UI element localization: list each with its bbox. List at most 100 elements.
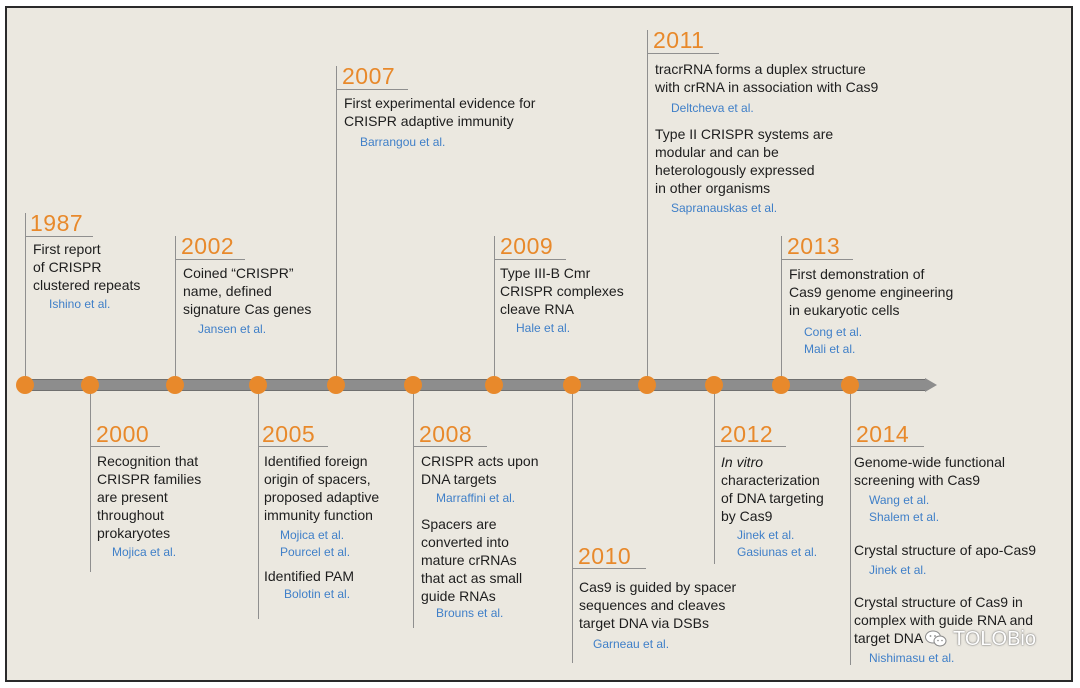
reference-line: Gasiunas et al. bbox=[737, 545, 818, 559]
year-label-2007: 2007 bbox=[342, 63, 396, 89]
event-text-2005-pam: Identified PAM bbox=[264, 568, 355, 584]
text-line: CRISPR adaptive immunity bbox=[344, 113, 514, 129]
reference-2000: Mojica et al. bbox=[112, 545, 177, 559]
year-underline bbox=[850, 446, 924, 447]
event-text-2002: Coined “CRISPR” name, defined signature … bbox=[183, 264, 311, 318]
text-line: guide RNAs bbox=[421, 588, 496, 604]
connector-2005 bbox=[258, 386, 259, 619]
event-text-2012: In vitro characterization of DNA targeti… bbox=[721, 453, 824, 525]
text-line: are present bbox=[97, 489, 168, 505]
watermark: TOLOBio bbox=[925, 628, 1036, 650]
text-line: cleave RNA bbox=[500, 301, 574, 317]
text-line: of DNA targeting bbox=[721, 490, 824, 506]
text-line: mature crRNAs bbox=[421, 552, 517, 568]
year-label-2005: 2005 bbox=[262, 421, 316, 447]
reference-2014-apo: Jinek et al. bbox=[869, 563, 927, 577]
text-line: sequences and cleaves bbox=[579, 597, 726, 613]
event-text-2011: tracrRNA forms a duplex structure with c… bbox=[655, 60, 878, 96]
text-line: In vitro bbox=[721, 454, 764, 470]
chat-bubbles-icon bbox=[925, 630, 947, 647]
text-line: Cas9 is guided by spacer bbox=[579, 579, 737, 595]
event-text-2014: Genome-wide functional screening with Ca… bbox=[854, 453, 1005, 489]
year-label-2009: 2009 bbox=[500, 233, 554, 259]
year-underline bbox=[258, 446, 328, 447]
timeline-dot-2013 bbox=[772, 376, 790, 394]
text-line: target DNA bbox=[854, 630, 924, 646]
timeline-dot-2009 bbox=[485, 376, 503, 394]
reference-line: Mojica et al. bbox=[280, 528, 345, 542]
text-line: immunity function bbox=[264, 507, 373, 523]
event-text-2014-apo: Crystal structure of apo-Cas9 bbox=[854, 542, 1037, 558]
text-line: First demonstration of bbox=[789, 266, 925, 282]
reference-2005-pam: Bolotin et al. bbox=[284, 587, 351, 601]
text-line: Type II CRISPR systems are bbox=[655, 126, 834, 142]
connector-2013 bbox=[781, 236, 782, 384]
connector-2009 bbox=[494, 236, 495, 384]
reference-2010: Garneau et al. bbox=[593, 637, 670, 651]
timeline-axis bbox=[22, 379, 926, 391]
text-line: of CRISPR bbox=[33, 259, 102, 275]
year-label-2013: 2013 bbox=[787, 233, 841, 259]
text-line: Crystal structure of Cas9 in bbox=[854, 594, 1023, 610]
reference-line: Cong et al. bbox=[804, 325, 863, 339]
reference-line: Mali et al. bbox=[804, 342, 856, 356]
text-line: throughout bbox=[97, 507, 164, 523]
timeline-dot-2014 bbox=[841, 376, 859, 394]
text-line: modular and can be bbox=[655, 144, 779, 160]
year-label-2008: 2008 bbox=[419, 421, 473, 447]
reference-2008: Marraffini et al. bbox=[436, 491, 516, 505]
connector-2008 bbox=[413, 386, 414, 628]
reference-2014-complex: Nishimasu et al. bbox=[869, 651, 955, 665]
text-line: First report bbox=[33, 241, 101, 257]
event-text-2013: First demonstration of Cas9 genome engin… bbox=[789, 265, 953, 319]
text-line: in eukaryotic cells bbox=[789, 302, 900, 318]
timeline-dot-2007 bbox=[327, 376, 345, 394]
text-line: converted into bbox=[421, 534, 509, 550]
event-text-2005: Identified foreign origin of spacers, pr… bbox=[264, 452, 379, 524]
text-line: Genome-wide functional bbox=[854, 454, 1005, 470]
event-text-2000: Recognition that CRISPR families are pre… bbox=[97, 452, 201, 542]
year-underline bbox=[647, 53, 719, 54]
reference-2011-modular: Sapranauskas et al. bbox=[671, 201, 778, 215]
text-line: First experimental evidence for bbox=[344, 95, 536, 111]
year-underline bbox=[494, 259, 566, 260]
timeline-arrowhead bbox=[925, 378, 937, 392]
year-label-2012: 2012 bbox=[720, 421, 774, 447]
text-line: Identified foreign bbox=[264, 453, 368, 469]
text-line: Coined “CRISPR” bbox=[183, 265, 294, 281]
text-line: Spacers are bbox=[421, 516, 497, 532]
connector-2011 bbox=[647, 30, 648, 384]
text-line: CRISPR complexes bbox=[500, 283, 624, 299]
text-line: DNA targets bbox=[421, 471, 497, 487]
timeline-dot-2000 bbox=[81, 376, 99, 394]
text-line: CRISPR families bbox=[97, 471, 202, 487]
figure-frame bbox=[5, 6, 1073, 682]
connector-2010 bbox=[572, 386, 573, 663]
reference-2002: Jansen et al. bbox=[198, 322, 267, 336]
year-underline bbox=[572, 568, 646, 569]
text-line: screening with Cas9 bbox=[854, 472, 981, 488]
year-underline bbox=[175, 259, 245, 260]
connector-2000 bbox=[90, 386, 91, 572]
year-underline bbox=[714, 446, 786, 447]
timeline-dot-2008 bbox=[404, 376, 422, 394]
year-label-2002: 2002 bbox=[181, 233, 235, 259]
text-line: tracrRNA forms a duplex structure bbox=[655, 61, 866, 77]
timeline-dot-2011 bbox=[638, 376, 656, 394]
text-line: proposed adaptive bbox=[264, 489, 380, 505]
year-label-2011: 2011 bbox=[653, 27, 705, 53]
reference-2012: Jinek et al. Gasiunas et al. bbox=[737, 528, 817, 560]
watermark-text: TOLOBio bbox=[953, 628, 1036, 650]
text-line: origin of spacers, bbox=[264, 471, 371, 487]
timeline-dot-2002 bbox=[166, 376, 184, 394]
reference-line: Wang et al. bbox=[869, 493, 930, 507]
year-underline bbox=[25, 236, 93, 237]
text-line: heterologously expressed bbox=[655, 162, 815, 178]
text-line: CRISPR acts upon bbox=[421, 453, 539, 469]
connector-1987 bbox=[25, 213, 26, 384]
reference-line: Jinek et al. bbox=[737, 528, 795, 542]
connector-2014 bbox=[850, 386, 851, 665]
text-line: that act as small bbox=[421, 570, 523, 586]
text-line: target DNA via DSBs bbox=[579, 615, 709, 631]
